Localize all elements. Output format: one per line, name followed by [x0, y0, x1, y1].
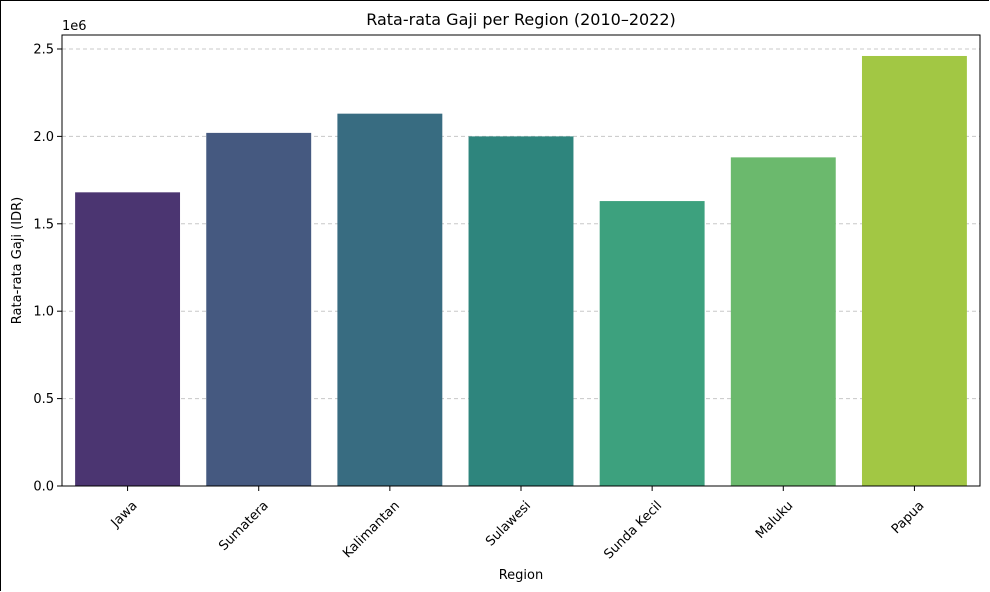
chart-title: Rata-rata Gaji per Region (2010–2022): [366, 10, 676, 29]
y-tick-label: 2.0: [33, 130, 54, 145]
y-tick-label: 0.0: [33, 480, 54, 495]
bar: [337, 113, 443, 487]
y-axis-ticks: 0.0 0.5 1.0 1.5 2.0 2.5: [33, 42, 62, 495]
x-axis-ticks: Jawa Sumatera Kalimantan Sulawesi Sunda Keci…: [108, 486, 928, 562]
bar: [730, 157, 836, 487]
x-tick-label: Sumatera: [216, 498, 272, 554]
y-tick-label: 2.5: [33, 42, 54, 57]
y-axis-offset-label: 1e6: [62, 19, 87, 34]
x-tick-label: Kalimantan: [340, 498, 403, 561]
x-tick-label: Sunda Kecil: [601, 498, 665, 562]
x-tick-label: Sulawesi: [483, 498, 534, 549]
y-axis-label: Rata-rata Gaji (IDR): [10, 197, 25, 324]
bars: [75, 55, 967, 487]
bar: [206, 132, 312, 486]
bar: [599, 201, 705, 486]
bar: [75, 192, 181, 487]
bar: [861, 55, 967, 486]
bar: [468, 136, 574, 486]
x-tick-label: Jawa: [108, 498, 141, 531]
y-tick-label: 1.0: [33, 305, 54, 320]
x-tick-label: Papua: [889, 498, 928, 537]
y-tick-label: 0.5: [33, 392, 54, 407]
x-tick-label: Maluku: [753, 498, 796, 541]
x-axis-label: Region: [499, 568, 544, 583]
y-tick-label: 1.5: [33, 217, 54, 232]
